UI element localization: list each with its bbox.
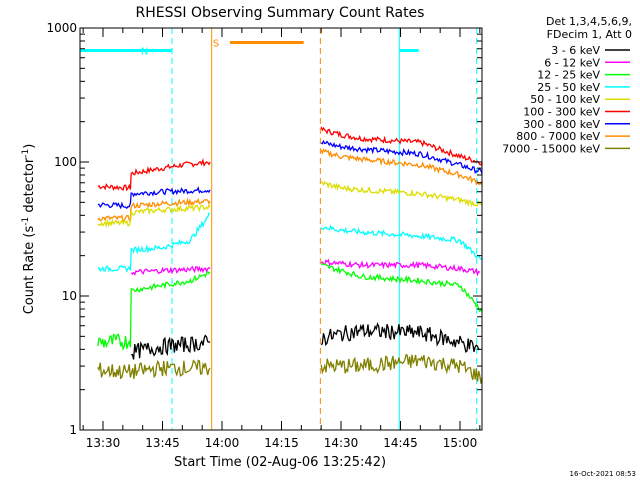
legend-header-2: FDecim 1, Att 0 [547,28,632,41]
legend-label: 25 - 50 keV [537,81,600,94]
flag-label: N [141,46,148,57]
legend-label: 12 - 25 keV [537,69,600,82]
y-tick-label: 1 [69,423,77,437]
x-tick-label: 13:45 [145,436,180,450]
x-tick-label: 13:30 [86,436,121,450]
series-line [97,186,211,210]
x-axis: 13:30 13:45 14:00 14:15 14:30 14:45 15:00 [82,28,481,450]
series-line [97,212,211,273]
legend-label: 6 - 12 keV [544,56,600,69]
series-line [97,157,211,192]
legend-label: 300 - 800 keV [523,118,600,131]
x-tick-label: 14:30 [324,436,359,450]
series-line [320,148,482,188]
x-tick-label: 14:15 [264,436,299,450]
y-axis-label: Count Rate (s-1 detector-1) [21,144,37,315]
legend-header-1: Det 1,3,4,5,6,9, [546,15,632,28]
flag-bars: NS [80,38,419,57]
series-line [130,265,211,276]
x-tick-label: 15:00 [443,436,478,450]
series-line [97,270,211,352]
y-tick-label: 1000 [46,21,77,35]
series-line [320,126,482,166]
legend: Det 1,3,4,5,6,9, FDecim 1, Att 0 3 - 6 k… [502,15,632,155]
legend-label: 3 - 6 keV [551,44,600,57]
x-axis-label: Start Time (02-Aug-06 13:25:42) [174,455,386,470]
chart-title: RHESSI Observing Summary Count Rates [136,5,425,21]
series-line [320,353,482,384]
y-tick-label: 100 [54,155,77,169]
series-line [97,203,211,229]
series-line [320,258,481,277]
x-tick-label: 14:45 [383,436,418,450]
orbit-lines [171,28,478,430]
flag-label: S [213,38,219,49]
series-line [131,334,211,360]
y-tick-label: 10 [62,289,77,303]
series-line [320,181,482,208]
legend-label: 7000 - 15000 keV [502,142,600,155]
series-line [320,224,482,260]
plot-area: NS [80,28,482,430]
x-tick-label: 14:00 [205,436,240,450]
series-line [97,359,211,380]
series-group [97,126,482,384]
legend-label: 100 - 300 keV [523,106,600,119]
y-axis: 1 10 100 1000 [46,21,482,437]
footer-timestamp: 16-Oct-2021 08:53 [570,470,636,478]
legend-label: 50 - 100 keV [530,93,600,106]
series-line [320,263,482,314]
series-line [320,322,480,353]
series-line [320,139,482,175]
series-line [97,197,211,223]
legend-label: 800 - 7000 keV [516,130,600,143]
